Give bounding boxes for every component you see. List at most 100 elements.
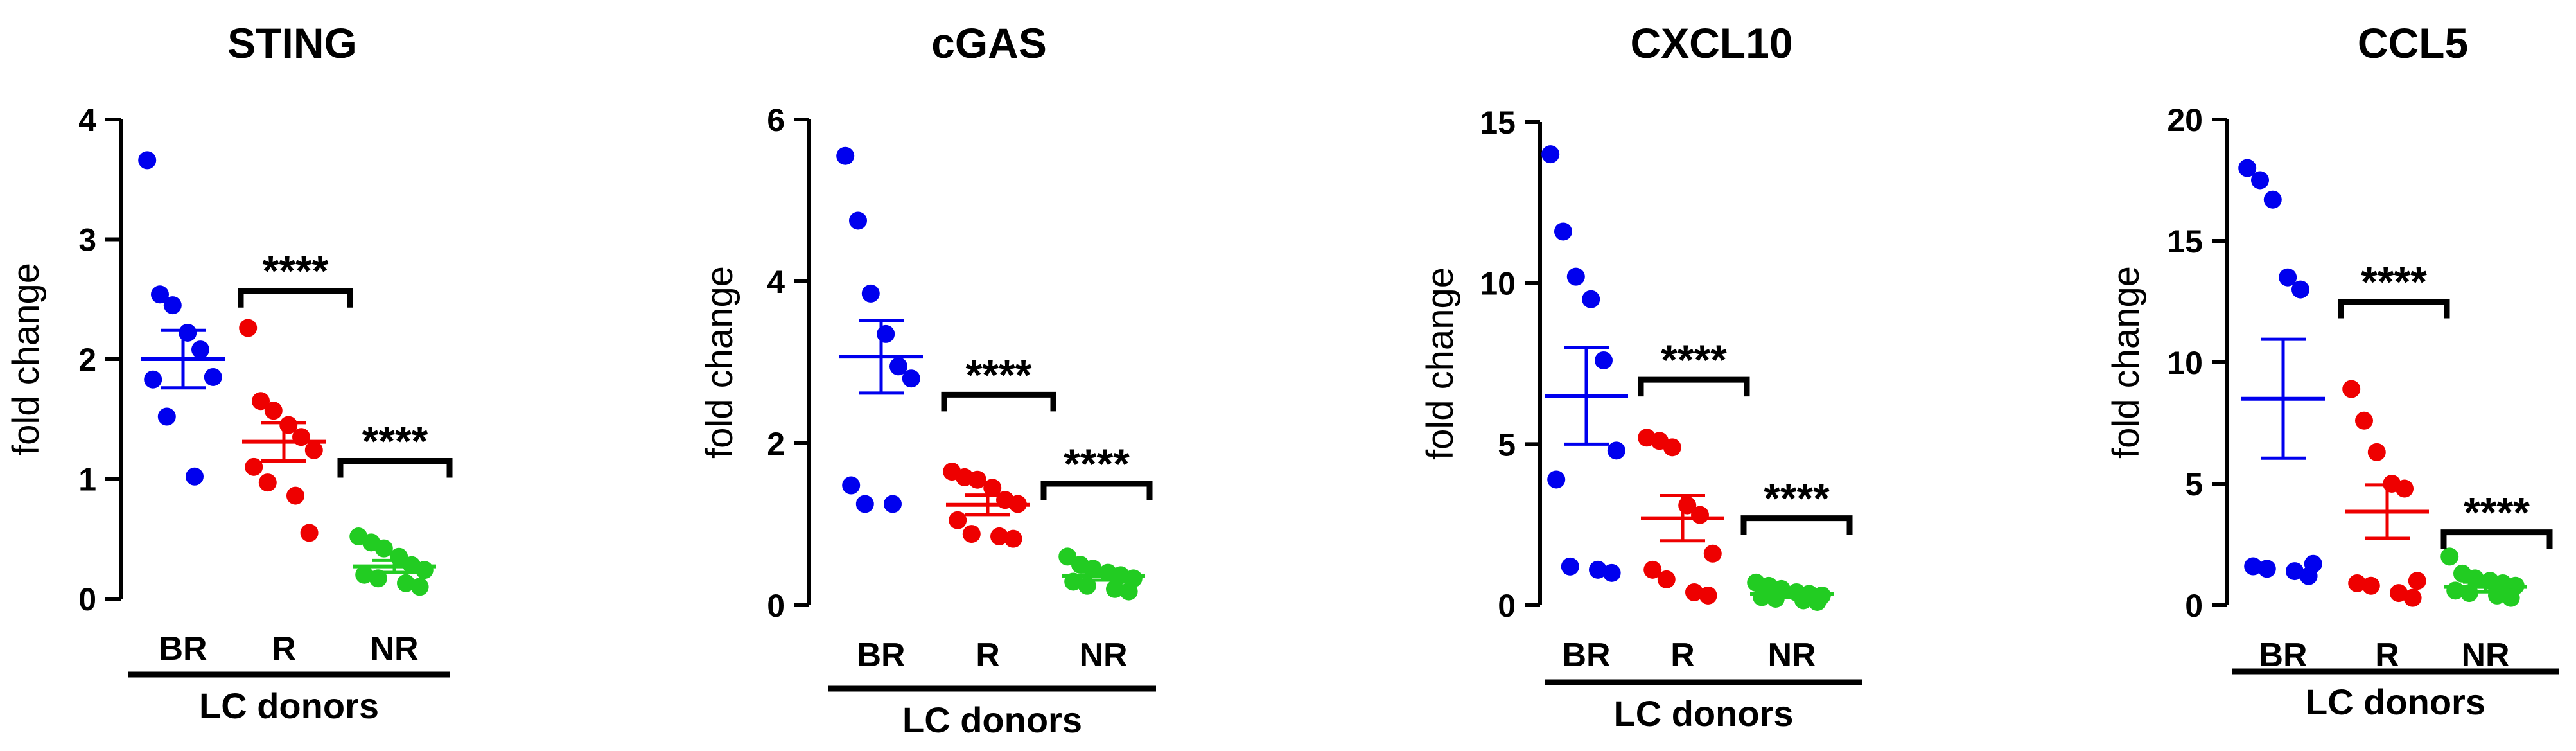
data-point-br: [861, 284, 880, 303]
significance-bracket: [1638, 376, 1750, 397]
data-point-br: [877, 324, 895, 343]
data-point-nr: [410, 578, 429, 596]
data-point-br: [157, 407, 176, 426]
data-point-nr: [374, 539, 393, 558]
y-tick-label: 15: [1480, 105, 1516, 141]
data-point-r: [1699, 586, 1717, 605]
y-tick-label: 2: [78, 342, 96, 378]
data-point-br: [889, 357, 907, 376]
data-point-r: [300, 524, 319, 542]
data-point-r: [245, 457, 263, 476]
data-point-nr: [1106, 579, 1124, 598]
data-point-r: [983, 479, 1002, 497]
data-point-r: [286, 486, 304, 505]
significance-bracket: [238, 288, 353, 308]
significance-stars: ****: [1764, 475, 1830, 522]
data-point-r: [949, 511, 967, 529]
y-tick-label: 1: [78, 462, 96, 498]
data-point-r: [1685, 583, 1703, 601]
x-tick-label-r: R: [272, 630, 296, 667]
data-point-br: [1547, 470, 1566, 489]
data-point-r: [1663, 438, 1681, 457]
y-tick-label: 2: [767, 426, 785, 462]
y-axis-label: fold change: [699, 266, 740, 459]
significance-bracket: [2440, 529, 2553, 549]
data-point-br: [842, 476, 861, 495]
significance-stars: ****: [263, 247, 329, 295]
data-point-r: [968, 470, 986, 489]
significance-stars: ****: [1661, 336, 1727, 384]
x-tick-label-r: R: [1670, 637, 1695, 674]
data-point-r: [2355, 411, 2373, 430]
y-tick-label: 0: [2185, 588, 2203, 624]
data-point-br: [2238, 159, 2257, 177]
data-point-br: [1554, 222, 1572, 241]
data-point-nr: [355, 565, 374, 584]
data-point-r: [1004, 529, 1022, 548]
data-point-r: [1691, 506, 1709, 524]
data-point-r: [239, 319, 258, 337]
chart-title: STING: [227, 19, 357, 67]
y-tick-label: 15: [2167, 224, 2203, 260]
chart-title: cGAS: [931, 19, 1047, 67]
significance-stars: ****: [362, 418, 428, 465]
x-axis-label: LC donors: [1614, 693, 1794, 734]
data-point-br: [144, 370, 162, 389]
data-point-br: [884, 495, 902, 513]
data-point-br: [849, 211, 867, 230]
significance-bracket: [337, 458, 453, 478]
x-tick-label-r: R: [976, 637, 1000, 674]
data-point-br: [2286, 562, 2304, 581]
data-point-r: [1703, 544, 1722, 563]
chart-title: CXCL10: [1630, 19, 1792, 67]
data-point-br: [2291, 280, 2309, 299]
data-point-br: [902, 369, 920, 388]
data-point-br: [2257, 560, 2276, 578]
y-tick-label: 6: [767, 102, 785, 138]
data-point-r: [304, 441, 323, 459]
data-point-br: [186, 467, 204, 486]
x-tick-label-br: BR: [1562, 637, 1610, 674]
data-point-r: [2408, 572, 2426, 590]
significance-bracket: [1040, 481, 1153, 500]
x-tick-label-r: R: [2375, 637, 2399, 674]
data-point-br: [163, 296, 182, 315]
chart-panel-sting: STING fold change 0 1 2 3 4 BR R NR LC donors **** *…: [5, 19, 453, 726]
data-point-br: [2244, 557, 2263, 576]
y-tick-label: 3: [78, 222, 96, 258]
data-point-br: [855, 495, 874, 513]
data-point-br: [191, 340, 209, 359]
significance-bracket: [2338, 299, 2450, 319]
significance-stars: ****: [2464, 489, 2530, 536]
y-tick-label: 10: [1480, 266, 1516, 302]
data-point-r: [1643, 560, 1662, 579]
x-tick-label-nr: NR: [1767, 637, 1816, 674]
y-tick-label: 10: [2167, 345, 2203, 381]
data-point-r: [990, 527, 1008, 545]
y-tick-label: 0: [767, 588, 785, 624]
data-point-r: [2367, 443, 2386, 461]
x-tick-label-nr: NR: [1079, 637, 1127, 674]
y-tick-label: 0: [1498, 588, 1516, 624]
data-point-br: [2251, 171, 2269, 190]
x-tick-label-nr: NR: [2461, 637, 2509, 674]
data-point-br: [204, 367, 222, 386]
x-tick-label-nr: NR: [370, 630, 418, 667]
data-point-br: [151, 285, 169, 304]
y-tick-label: 4: [78, 102, 96, 138]
chart-panel-cgas: cGAS fold change 0 2 4 6 BR R NR LC donors **** ***…: [699, 19, 1156, 740]
data-point-br: [1582, 290, 1600, 308]
x-tick-label-br: BR: [2259, 637, 2307, 674]
significance-stars: ****: [1064, 440, 1130, 488]
data-point-br: [836, 146, 855, 165]
data-point-br: [179, 323, 197, 342]
y-tick-label: 0: [78, 581, 96, 617]
data-point-br: [1566, 267, 1585, 286]
data-point-r: [2390, 584, 2408, 603]
data-point-br: [2279, 268, 2297, 287]
chart-panel-cxcl10: CXCL10 fold change 0 5 10 15 BR R NR LC donors ***…: [1419, 19, 1862, 734]
data-point-nr: [1119, 582, 1138, 601]
data-point-r: [2403, 588, 2422, 607]
y-tick-label: 4: [767, 264, 785, 300]
significance-bracket: [1740, 515, 1853, 535]
